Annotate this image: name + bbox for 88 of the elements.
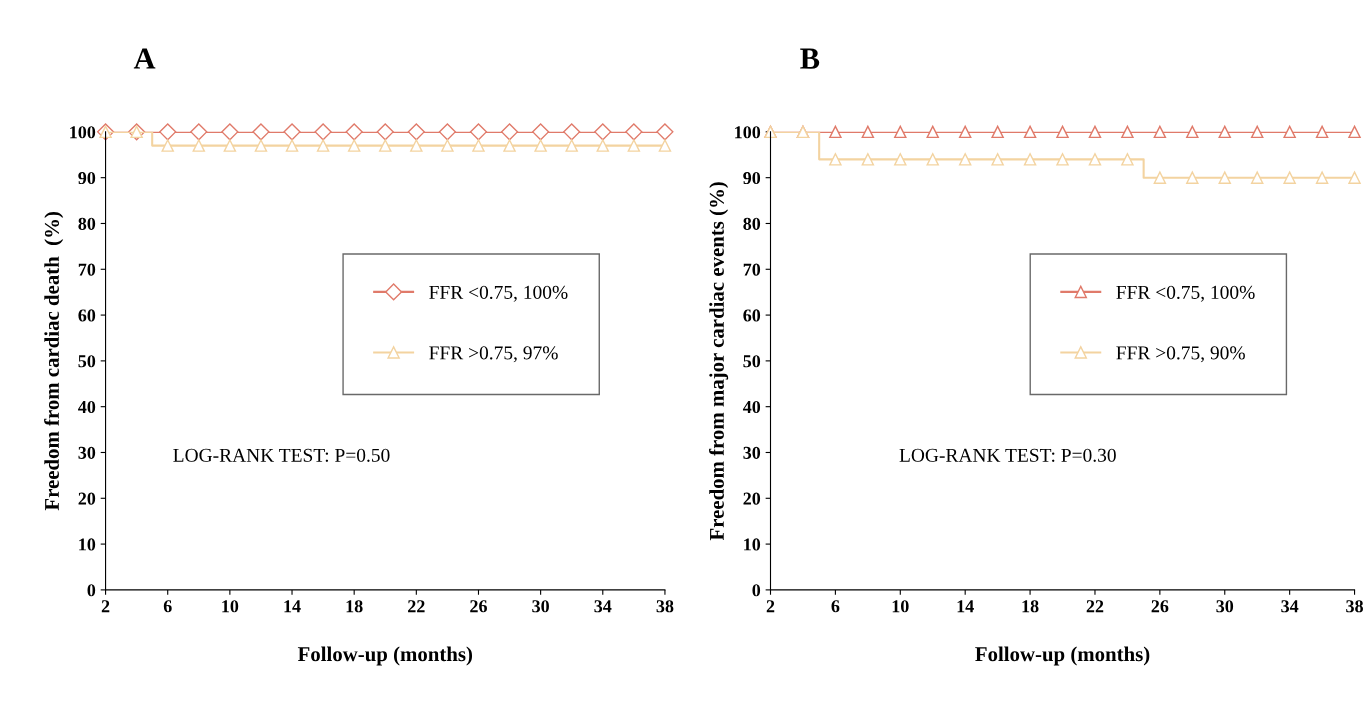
- y-tick-label: 0: [752, 584, 761, 597]
- point: [829, 125, 842, 139]
- point: [991, 125, 1004, 139]
- x-tick-label: 14: [957, 600, 974, 613]
- x-tick-label: 38: [656, 600, 674, 613]
- x-axis-title: Follow-up (months): [975, 646, 1150, 666]
- point: [1250, 171, 1264, 184]
- point: [1315, 171, 1329, 184]
- point: [1023, 153, 1037, 166]
- x-axis-title: Follow-up (months): [297, 646, 473, 666]
- y-tick-label: 80: [743, 217, 761, 230]
- x-tick-label: 10: [892, 600, 909, 613]
- y-axis-title: Freedom from major cardiac events (%): [709, 182, 729, 541]
- x-tick-label: 2: [101, 600, 110, 613]
- y-tick-label: 100: [735, 126, 761, 139]
- x-tick-label: 38: [1346, 600, 1363, 613]
- point: [1348, 125, 1361, 139]
- point: [926, 153, 939, 166]
- point: [1153, 125, 1167, 139]
- y-tick-label: 0: [87, 584, 96, 597]
- point: [1186, 171, 1199, 184]
- x-tick-label: 34: [594, 600, 612, 613]
- point: [1056, 125, 1069, 139]
- y-tick-label: 30: [78, 446, 96, 459]
- y-tick-label: 60: [743, 309, 761, 322]
- y-tick-label: 50: [78, 355, 96, 368]
- y-tick-label: 70: [78, 263, 96, 276]
- y-tick-label: 100: [70, 126, 96, 139]
- legend-label: FFR >0.75, 90%: [1116, 346, 1245, 363]
- point: [1023, 125, 1037, 139]
- point: [1218, 171, 1232, 184]
- point: [894, 125, 907, 139]
- point: [991, 153, 1004, 166]
- x-tick-label: 6: [163, 600, 172, 613]
- point: [1088, 153, 1102, 166]
- chart-title: A: [133, 48, 156, 69]
- y-tick-label: 20: [743, 492, 761, 505]
- x-tick-label: 6: [831, 600, 840, 613]
- x-tick-label: 18: [346, 600, 363, 613]
- point: [1283, 171, 1296, 184]
- point: [1121, 125, 1134, 139]
- chart-title: B: [800, 48, 820, 69]
- point: [958, 153, 972, 166]
- y-tick-label: 10: [79, 538, 96, 551]
- y-tick-label: 90: [78, 171, 96, 185]
- annotation: LOG-RANK TEST: P=0.30: [899, 448, 1116, 462]
- point: [1056, 153, 1069, 166]
- point: [1121, 153, 1134, 166]
- point: [1218, 125, 1232, 139]
- y-tick-label: 60: [78, 309, 96, 322]
- point: [958, 125, 972, 139]
- y-tick-label: 50: [743, 355, 761, 368]
- x-tick-label: 18: [1022, 600, 1039, 613]
- x-tick-label: 30: [532, 600, 549, 613]
- x-tick-label: 10: [222, 600, 239, 613]
- y-tick-label: 30: [743, 446, 761, 459]
- y-tick-label: 20: [78, 492, 96, 505]
- y-tick-label: 70: [743, 263, 761, 276]
- point: [894, 153, 907, 166]
- y-tick-label: 40: [742, 400, 761, 414]
- x-tick-label: 26: [470, 600, 487, 613]
- y-axis-title: Freedom from cardiac death (%): [44, 212, 64, 511]
- x-tick-label: 2: [766, 600, 775, 613]
- x-tick-label: 30: [1216, 600, 1234, 613]
- point: [1250, 125, 1264, 139]
- x-tick-label: 14: [284, 600, 301, 613]
- legend-label: FFR <0.75, 100%: [1116, 285, 1255, 302]
- point: [861, 125, 875, 139]
- point: [1186, 125, 1199, 139]
- x-tick-label: 34: [1281, 600, 1299, 613]
- point: [1088, 125, 1102, 139]
- point: [926, 125, 939, 139]
- point: [861, 153, 875, 166]
- legend-label: FFR <0.75, 100%: [429, 285, 568, 302]
- point: [1348, 171, 1361, 184]
- annotation: LOG-RANK TEST: P=0.50: [173, 448, 390, 462]
- point: [829, 153, 842, 166]
- point: [1153, 171, 1167, 184]
- y-tick-label: 10: [744, 538, 761, 551]
- y-tick-label: 40: [78, 400, 96, 414]
- y-tick-label: 80: [78, 217, 96, 230]
- point: [1283, 125, 1296, 139]
- y-tick-label: 90: [743, 171, 761, 185]
- x-tick-label: 22: [408, 600, 425, 613]
- x-tick-label: 26: [1151, 600, 1169, 613]
- x-tick-label: 22: [1086, 600, 1104, 613]
- legend-label: FFR >0.75, 97%: [429, 346, 558, 363]
- point: [1315, 125, 1329, 139]
